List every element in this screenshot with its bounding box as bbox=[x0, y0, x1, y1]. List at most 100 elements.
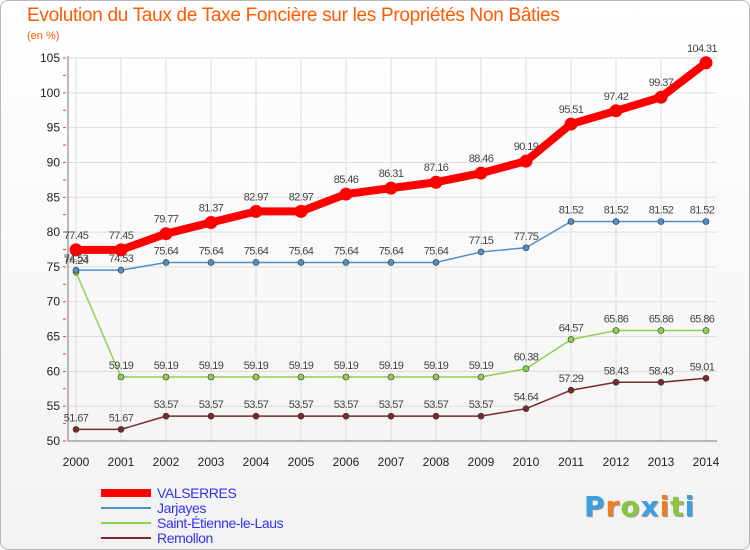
data-point bbox=[612, 327, 620, 334]
x-tick-label: 2010 bbox=[513, 455, 540, 469]
data-label: 99.37 bbox=[649, 77, 674, 89]
legend-label: Jarjayes bbox=[157, 499, 206, 516]
data-label: 75.64 bbox=[154, 245, 179, 257]
x-tick-label: 2014 bbox=[693, 455, 720, 469]
legend-label: Remollon bbox=[157, 529, 213, 546]
data-label: 59.19 bbox=[424, 360, 449, 372]
data-point bbox=[159, 227, 173, 241]
data-label: 82.97 bbox=[289, 191, 314, 203]
legend-swatch bbox=[101, 506, 151, 509]
data-point bbox=[207, 412, 215, 420]
data-label: 95.51 bbox=[559, 104, 584, 116]
data-label: 53.57 bbox=[334, 399, 359, 411]
data-point bbox=[384, 181, 398, 195]
logo-letter: i bbox=[659, 490, 671, 523]
data-label: 59.19 bbox=[199, 360, 224, 372]
data-point bbox=[702, 218, 710, 225]
data-label: 53.57 bbox=[154, 399, 179, 411]
y-tick-label: 100 bbox=[40, 86, 60, 100]
data-point bbox=[117, 266, 125, 274]
data-label: 59.19 bbox=[109, 360, 134, 372]
data-point bbox=[297, 259, 305, 266]
data-point bbox=[69, 243, 83, 257]
y-tick-label: 50 bbox=[47, 434, 61, 448]
legend-item: Jarjayes bbox=[101, 499, 283, 516]
data-label: 75.64 bbox=[244, 245, 269, 257]
chart-legend: VALSERRES Jarjayes Saint-Étienne-le-Laus Re… bbox=[101, 484, 284, 546]
data-point bbox=[699, 56, 713, 70]
data-label: 82.97 bbox=[244, 191, 269, 203]
data-label: 51.67 bbox=[64, 412, 89, 424]
data-point bbox=[387, 373, 395, 381]
data-point bbox=[72, 266, 80, 274]
data-point bbox=[567, 336, 575, 343]
x-tick-label: 2005 bbox=[288, 455, 315, 469]
data-label: 85.46 bbox=[334, 174, 359, 186]
data-label: 77.45 bbox=[64, 230, 89, 242]
y-tick-label: 95 bbox=[47, 121, 61, 135]
data-label: 87.16 bbox=[424, 162, 449, 174]
data-point bbox=[387, 412, 395, 420]
data-point bbox=[72, 426, 80, 433]
data-label: 60.38 bbox=[514, 352, 539, 364]
data-point bbox=[429, 175, 443, 189]
data-point bbox=[207, 373, 215, 381]
data-label: 75.64 bbox=[424, 245, 449, 257]
data-label: 51.67 bbox=[109, 412, 134, 424]
y-tick-label: 90 bbox=[47, 155, 61, 169]
data-point bbox=[387, 259, 395, 266]
x-tick-label: 2013 bbox=[648, 455, 675, 469]
data-point bbox=[342, 373, 350, 381]
data-label: 58.43 bbox=[604, 365, 629, 377]
data-point bbox=[477, 373, 485, 381]
data-label: 53.57 bbox=[469, 399, 494, 411]
x-tick-label: 2001 bbox=[108, 455, 135, 469]
data-label: 65.86 bbox=[690, 314, 715, 326]
data-label: 74.53 bbox=[109, 253, 134, 265]
data-label: 79.77 bbox=[154, 214, 179, 226]
data-point bbox=[612, 378, 620, 386]
legend-swatch bbox=[101, 521, 151, 524]
data-point bbox=[654, 90, 668, 104]
y-unit-label: (en %) bbox=[27, 30, 60, 42]
data-point bbox=[657, 378, 665, 386]
data-point bbox=[657, 218, 665, 225]
data-point bbox=[702, 374, 710, 382]
data-label: 65.86 bbox=[604, 314, 629, 326]
data-point bbox=[432, 373, 440, 381]
legend-label: VALSERRES bbox=[157, 484, 237, 501]
data-label: 75.64 bbox=[199, 245, 224, 257]
data-point bbox=[252, 412, 260, 420]
data-label: 53.57 bbox=[244, 399, 269, 411]
y-tick-label: 60 bbox=[47, 364, 61, 378]
data-point bbox=[207, 259, 215, 266]
line-chart: 50 55 60 65 70 75 80 85 90 95 100 105 2000 2001 2002 20… bbox=[40, 43, 720, 469]
data-point bbox=[567, 386, 575, 394]
data-label: 75.64 bbox=[334, 245, 359, 257]
data-point bbox=[522, 405, 530, 412]
y-tick-label: 75 bbox=[47, 260, 61, 274]
data-label: 74.53 bbox=[64, 253, 89, 265]
data-label: 53.57 bbox=[289, 399, 314, 411]
data-label: 53.57 bbox=[199, 399, 224, 411]
data-label: 81.52 bbox=[559, 205, 584, 217]
data-point bbox=[162, 412, 170, 420]
data-point bbox=[702, 327, 710, 334]
data-label: 59.19 bbox=[334, 360, 359, 372]
data-point bbox=[474, 166, 488, 180]
data-point bbox=[117, 426, 125, 433]
data-point bbox=[249, 204, 263, 218]
y-tick-label: 80 bbox=[47, 225, 61, 239]
data-label: 81.52 bbox=[649, 205, 674, 217]
data-point bbox=[294, 204, 308, 218]
x-tick-label: 2012 bbox=[603, 455, 630, 469]
x-tick-label: 2000 bbox=[63, 455, 90, 469]
data-label: 104.31 bbox=[687, 43, 718, 55]
logo-letter: P bbox=[584, 490, 606, 523]
data-point bbox=[522, 244, 530, 252]
data-point bbox=[519, 154, 533, 168]
data-point bbox=[612, 218, 620, 225]
logo-letter: t bbox=[670, 490, 685, 523]
data-label: 59.19 bbox=[379, 360, 404, 372]
